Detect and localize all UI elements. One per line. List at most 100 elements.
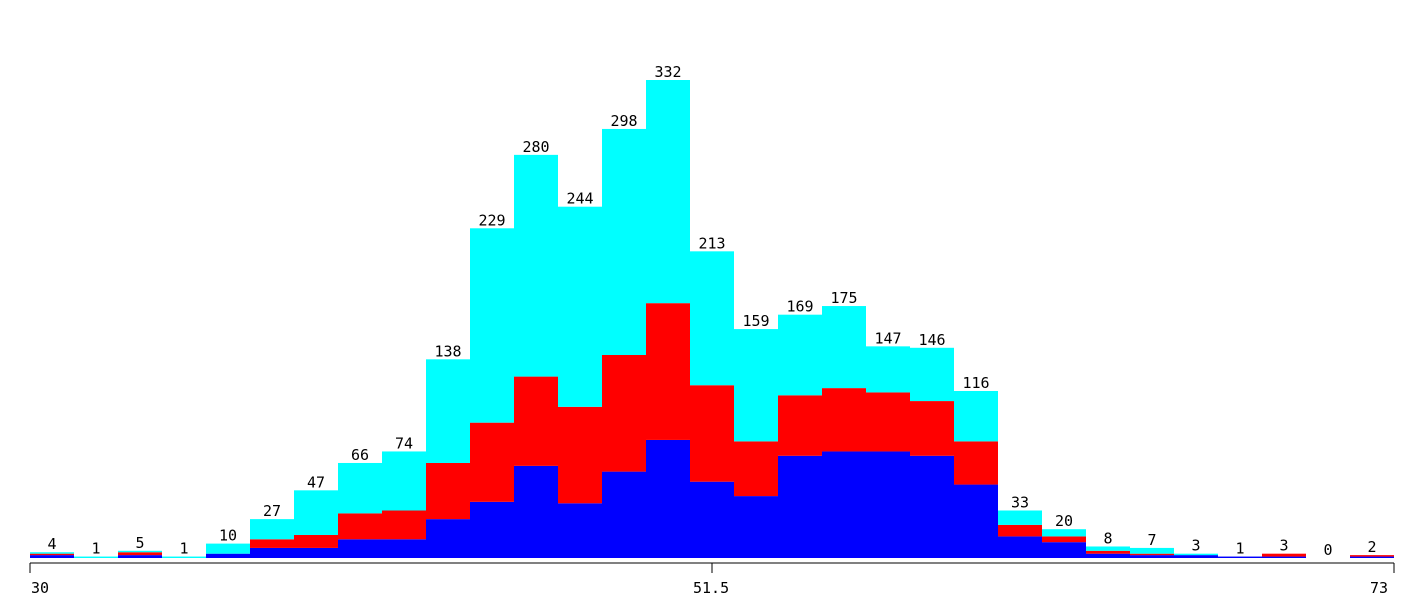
count-label-bin-14: 298 (610, 112, 637, 130)
bar-segment-1-bin-11 (470, 501, 514, 558)
x-tick-label-mid: 51.5 (693, 579, 729, 597)
bar-segment-1-bin-8 (338, 539, 382, 558)
count-label-bin-20: 147 (874, 329, 901, 347)
bar-segment-3-bin-9 (382, 451, 426, 511)
bar-segment-1-bin-23 (998, 536, 1042, 558)
bar-segment-3-bin-6 (250, 519, 294, 540)
bar-segment-3-bin-21 (910, 347, 954, 402)
bar-segment-2-bin-12 (514, 376, 558, 466)
bar-segment-3-bin-8 (338, 462, 382, 514)
bar-segment-2-bin-8 (338, 513, 382, 540)
bar-segment-1-bin-17 (734, 496, 778, 558)
count-label-bin-10: 138 (434, 342, 461, 360)
count-label-bin-17: 159 (742, 312, 769, 330)
bar-segment-2-bin-11 (470, 422, 514, 502)
bar-segment-1-bin-22 (954, 484, 998, 558)
bar-segment-3-bin-18 (778, 314, 822, 396)
bar-segment-2-bin-3 (118, 552, 162, 556)
count-label-bin-11: 229 (478, 211, 505, 229)
count-label-bin-30: 0 (1323, 541, 1332, 559)
bar-segment-3-bin-7 (294, 490, 338, 535)
bar-segment-1-bin-18 (778, 455, 822, 558)
count-label-bin-15: 332 (654, 63, 681, 81)
bar-segment-3-bin-22 (954, 390, 998, 442)
x-tick-label-min: 30 (31, 579, 49, 597)
bar-segment-2-bin-15 (646, 303, 690, 440)
bar-segment-2-bin-18 (778, 395, 822, 456)
bar-segment-3-bin-23 (998, 510, 1042, 525)
bar-group (30, 80, 1394, 558)
bar-segment-3-bin-12 (514, 154, 558, 377)
bar-segment-3-bin-27 (1174, 553, 1218, 556)
bar-segment-2-bin-29 (1262, 553, 1306, 557)
bar-segment-2-bin-22 (954, 441, 998, 485)
bar-segment-3-bin-17 (734, 329, 778, 442)
count-label-bin-27: 3 (1191, 537, 1200, 555)
bar-segment-1-bin-29 (1262, 556, 1306, 558)
count-label-bin-21: 146 (918, 331, 945, 349)
bar-segment-1-bin-5 (206, 553, 250, 558)
x-axis: 30 51.5 73 (29, 562, 1395, 597)
bar-segment-2-bin-1 (30, 553, 74, 556)
bar-segment-2-bin-20 (866, 392, 910, 452)
count-label-bin-26: 7 (1147, 531, 1156, 549)
bar-segment-1-bin-7 (294, 547, 338, 558)
bar-segment-3-bin-25 (1086, 546, 1130, 551)
count-label-bin-2: 1 (91, 540, 100, 558)
bar-segment-1-bin-1 (30, 555, 74, 558)
bar-segment-2-bin-19 (822, 388, 866, 452)
bar-segment-2-bin-14 (602, 354, 646, 472)
count-label-group: 4 1 5 1102747667413822928024429833221315916… (47, 63, 1376, 559)
bar-segment-2-bin-31 (1350, 555, 1394, 557)
bar-segment-1-bin-28 (1218, 556, 1262, 558)
bar-segment-3-bin-15 (646, 80, 690, 304)
count-label-bin-29: 3 (1279, 537, 1288, 555)
bar-segment-2-bin-21 (910, 401, 954, 456)
count-label-bin-23: 33 (1011, 493, 1029, 511)
bar-segment-2-bin-26 (1130, 553, 1174, 556)
bar-segment-3-bin-24 (1042, 529, 1086, 537)
bar-segment-3-bin-16 (690, 251, 734, 386)
bar-segment-3-bin-5 (206, 543, 250, 554)
bar-segment-3-bin-14 (602, 128, 646, 355)
count-label-bin-28: 1 (1235, 540, 1244, 558)
bar-segment-2-bin-13 (558, 406, 602, 504)
bar-segment-2-bin-6 (250, 539, 294, 548)
bar-segment-2-bin-17 (734, 441, 778, 497)
bar-segment-2-bin-16 (690, 385, 734, 482)
bar-segment-1-bin-24 (1042, 542, 1086, 558)
count-label-bin-25: 8 (1103, 529, 1112, 547)
bar-segment-1-bin-25 (1086, 553, 1130, 558)
bar-segment-1-bin-19 (822, 451, 866, 558)
bar-segment-2-bin-24 (1042, 536, 1086, 543)
bar-segment-3-bin-11 (470, 228, 514, 423)
count-label-bin-31: 2 (1367, 538, 1376, 556)
bar-segment-1-bin-31 (1350, 556, 1394, 558)
bar-segment-1-bin-3 (118, 555, 162, 558)
bar-segment-1-bin-20 (866, 451, 910, 558)
bar-segment-3-bin-20 (866, 346, 910, 393)
count-label-bin-6: 27 (263, 502, 281, 520)
bar-segment-1-bin-16 (690, 481, 734, 558)
bar-segment-2-bin-9 (382, 510, 426, 540)
count-label-bin-7: 47 (307, 473, 325, 491)
x-tick-label-max: 73 (1370, 579, 1388, 597)
bar-segment-1-bin-13 (558, 503, 602, 558)
bar-segment-3-bin-10 (426, 359, 470, 463)
count-label-bin-9: 74 (395, 434, 413, 452)
bar-segment-3-bin-26 (1130, 547, 1174, 554)
bar-segment-1-bin-12 (514, 465, 558, 558)
bar-segment-1-bin-21 (910, 455, 954, 558)
bar-segment-1-bin-15 (646, 439, 690, 558)
bar-segment-1-bin-26 (1130, 555, 1174, 558)
bar-segment-3-bin-1 (30, 552, 74, 554)
count-label-bin-1: 4 (47, 535, 56, 553)
bar-segment-2-bin-10 (426, 462, 470, 520)
bar-segment-3-bin-13 (558, 206, 602, 407)
count-label-bin-19: 175 (830, 289, 857, 307)
bar-segment-3-bin-19 (822, 306, 866, 389)
bar-segment-1-bin-14 (602, 471, 646, 558)
bar-segment-1-bin-27 (1174, 555, 1218, 558)
bar-segment-1-bin-9 (382, 539, 426, 558)
count-label-bin-5: 10 (219, 527, 237, 545)
